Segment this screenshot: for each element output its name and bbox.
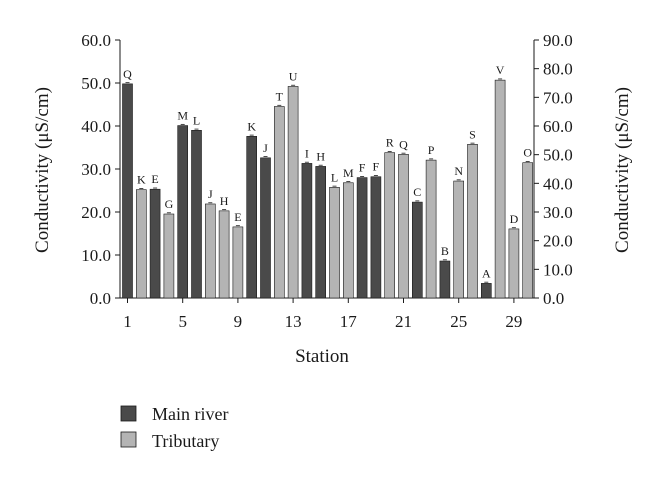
bar-tributary xyxy=(494,79,506,299)
bar-letter-label: T xyxy=(276,90,284,104)
bar-letter-label: N xyxy=(454,164,463,178)
bar-main-river xyxy=(191,130,202,299)
bar-main-river xyxy=(149,188,161,299)
bar-tributary xyxy=(522,162,534,299)
legend-swatch-tributary xyxy=(120,431,137,448)
right-y-tick-label: 90.0 xyxy=(543,31,573,50)
bar-letter-label: F xyxy=(359,161,366,175)
bar-main-river xyxy=(260,157,271,299)
bar-letter-label: E xyxy=(234,210,241,224)
right-y-ticks: 0.0 10.0 20.0 30.0 40.0 50.0 60.0 70.0 80.0 90.0 xyxy=(534,31,573,308)
bar-letter-label: S xyxy=(469,127,476,141)
right-y-tick-label: 50.0 xyxy=(543,146,573,165)
left-y-tick-label: 50.0 xyxy=(81,74,111,93)
right-y-tick-label: 0.0 xyxy=(543,289,564,308)
bar-letter-label: K xyxy=(137,173,146,187)
bar-letter-label: Q xyxy=(399,137,408,151)
x-tick-label: 9 xyxy=(234,312,243,331)
bar-letter-label: Q xyxy=(123,67,132,81)
bar-letter-label: O xyxy=(523,146,532,160)
bar-main-river xyxy=(480,283,492,299)
x-tick-label: 13 xyxy=(285,312,302,331)
bar-tributary xyxy=(467,144,478,299)
bar-letter-label: G xyxy=(165,197,174,211)
x-tick-label: 21 xyxy=(395,312,412,331)
x-tick-label: 17 xyxy=(340,312,358,331)
bar-letter-label: M xyxy=(177,109,188,123)
legend-label-main-river: Main river xyxy=(152,404,228,424)
x-tick-label: 1 xyxy=(123,312,132,331)
bar-tributary xyxy=(342,182,354,299)
bar-letter-label: L xyxy=(193,113,200,127)
x-ticks: 1 5 9 13 17 21 25 29 xyxy=(123,298,522,331)
legend-swatch-main-river xyxy=(120,405,137,422)
bar-letter-label: I xyxy=(305,146,309,160)
bar-tributary xyxy=(384,152,396,299)
bar-tributary xyxy=(425,159,437,299)
bar-tributary xyxy=(329,187,340,299)
bar-tributary xyxy=(508,228,520,299)
bar-main-river xyxy=(122,83,133,299)
left-y-ticks: 0.0 10.0 20.0 30.0 40.0 50.0 60.0 xyxy=(81,31,120,308)
left-y-tick-label: 60.0 xyxy=(81,31,111,50)
bar-main-river xyxy=(411,201,423,299)
bar-letter-label: H xyxy=(220,194,229,208)
bar-letter-label: F xyxy=(373,160,380,174)
bar-tributary xyxy=(398,154,409,299)
bar-letter-label: M xyxy=(343,166,354,180)
right-y-tick-label: 30.0 xyxy=(543,203,573,222)
left-y-tick-label: 40.0 xyxy=(81,117,111,136)
bar-letter-label: J xyxy=(208,187,213,201)
bar-tributary xyxy=(287,86,299,299)
left-y-tick-label: 20.0 xyxy=(81,203,111,222)
bar-letter-label: P xyxy=(428,143,435,157)
bar-tributary xyxy=(232,226,244,299)
right-y-tick-label: 60.0 xyxy=(543,117,573,136)
x-tick-label: 25 xyxy=(450,312,467,331)
bar-main-river xyxy=(356,177,368,299)
bar-letter-label: H xyxy=(316,149,325,163)
x-tick-label: 29 xyxy=(505,312,522,331)
bar-main-river xyxy=(177,125,188,299)
bar-letter-label: D xyxy=(510,212,519,226)
bar-main-river xyxy=(246,136,257,299)
bar-tributary xyxy=(218,210,230,299)
bar-letter-label: K xyxy=(247,119,256,133)
bar-letter-label: C xyxy=(413,185,421,199)
right-y-tick-label: 20.0 xyxy=(543,232,573,251)
bar-main-river xyxy=(315,166,327,299)
bar-main-river xyxy=(439,260,451,299)
bar-letter-label: B xyxy=(441,244,449,258)
bar-tributary xyxy=(205,203,216,299)
x-axis-title: Station xyxy=(295,346,349,367)
bar-letter-label: A xyxy=(482,266,491,280)
bar-main-river xyxy=(301,163,313,299)
legend-label-tributary: Tributary xyxy=(152,431,219,451)
right-y-tick-label: 80.0 xyxy=(543,60,573,79)
bar-letter-label: E xyxy=(151,172,158,186)
right-y-tick-label: 40.0 xyxy=(543,174,573,193)
right-y-tick-label: 10.0 xyxy=(543,260,573,279)
bar-tributary xyxy=(136,189,147,299)
bar-tributary xyxy=(163,213,175,299)
bar-letter-label: L xyxy=(331,170,338,184)
bar-tributary xyxy=(453,180,465,299)
bar-letter-label: U xyxy=(289,69,298,83)
bar-letter-label: J xyxy=(263,141,268,155)
right-y-axis-title: Conductivity (μS/cm) xyxy=(612,87,633,253)
x-tick-label: 5 xyxy=(178,312,187,331)
left-y-axis-title: Conductivity (μS/cm) xyxy=(32,87,53,253)
bar-letter-label: R xyxy=(386,136,394,150)
bar-letter-label: V xyxy=(496,63,505,77)
left-y-tick-label: 0.0 xyxy=(90,289,111,308)
left-y-tick-label: 30.0 xyxy=(81,160,111,179)
bar-tributary xyxy=(273,106,285,299)
left-y-tick-label: 10.0 xyxy=(81,246,111,265)
legend: Main river Tributary xyxy=(120,404,228,451)
right-y-tick-label: 70.0 xyxy=(543,88,573,107)
bar-main-river xyxy=(370,176,382,299)
